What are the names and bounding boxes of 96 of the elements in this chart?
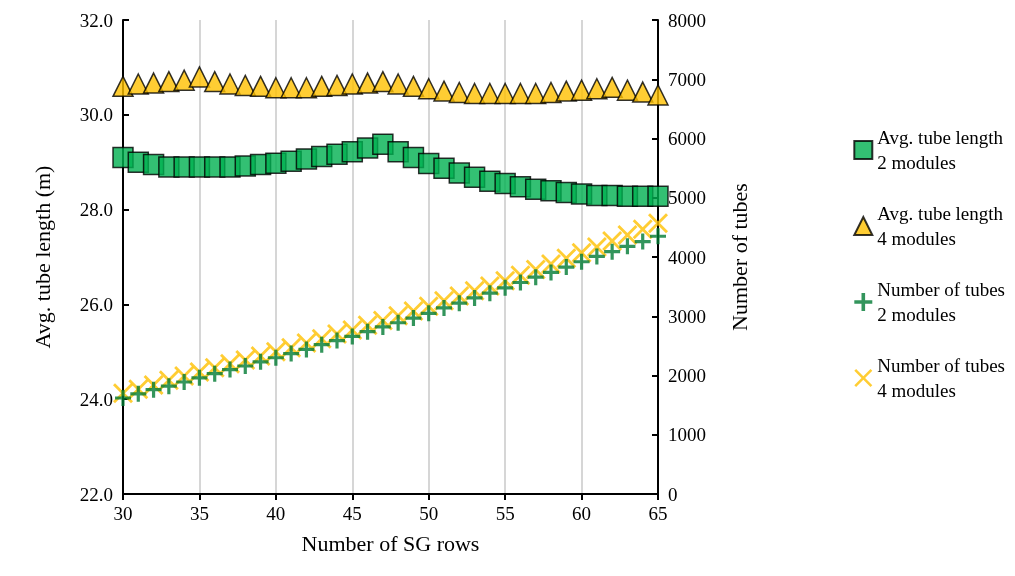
y-tick-label: 22.0 bbox=[79, 483, 113, 505]
point bbox=[145, 381, 162, 398]
legend-label: Avg. tube length 4 modules bbox=[877, 203, 1004, 249]
y2-tick-label: 8000 bbox=[668, 9, 706, 31]
point bbox=[647, 84, 669, 106]
x-tick-label: 35 bbox=[189, 503, 209, 524]
x-tick-label: 40 bbox=[266, 503, 286, 524]
x-tick-label: 50 bbox=[419, 503, 439, 524]
point bbox=[374, 318, 391, 335]
legend-label: Number of tubes 4 modules bbox=[877, 355, 1006, 401]
point bbox=[142, 72, 165, 94]
point bbox=[420, 305, 437, 322]
point bbox=[604, 243, 621, 260]
point bbox=[372, 70, 394, 93]
point bbox=[631, 81, 654, 103]
point bbox=[512, 274, 529, 291]
y2-tick-label: 5000 bbox=[668, 187, 706, 209]
point bbox=[570, 79, 593, 101]
x-tick-label: 60 bbox=[572, 503, 592, 524]
point bbox=[494, 82, 516, 105]
y-tick-label: 30.0 bbox=[79, 104, 113, 126]
y-axis-title: Avg. tube length (m) bbox=[29, 165, 55, 349]
y2-tick-label: 6000 bbox=[668, 128, 706, 149]
point bbox=[451, 295, 468, 312]
point bbox=[188, 66, 211, 88]
x-tick-label: 55 bbox=[495, 503, 515, 524]
point bbox=[527, 269, 544, 286]
y2-tick-label: 1000 bbox=[668, 424, 706, 446]
point bbox=[280, 77, 302, 99]
y2-tick-label: 0 bbox=[668, 483, 678, 505]
point bbox=[295, 77, 318, 99]
y2-tick-label: 3000 bbox=[668, 305, 706, 327]
y-tick-label: 26.0 bbox=[79, 293, 113, 315]
point bbox=[206, 365, 223, 382]
point bbox=[634, 233, 651, 250]
point bbox=[160, 378, 177, 395]
point bbox=[573, 253, 590, 270]
point bbox=[648, 213, 668, 234]
y2-tick-label: 2000 bbox=[668, 365, 706, 386]
point bbox=[433, 80, 455, 102]
point bbox=[647, 185, 669, 208]
point bbox=[267, 349, 284, 366]
y2-tick-label: 4000 bbox=[668, 246, 706, 268]
point bbox=[405, 310, 422, 327]
point bbox=[558, 259, 575, 276]
point bbox=[252, 353, 269, 370]
point bbox=[390, 314, 407, 331]
point bbox=[586, 236, 607, 257]
point bbox=[283, 345, 300, 362]
point bbox=[237, 358, 254, 375]
x-tick-label: 65 bbox=[648, 503, 668, 524]
point bbox=[173, 69, 195, 91]
point bbox=[112, 75, 134, 98]
point bbox=[524, 82, 547, 105]
point bbox=[543, 264, 559, 281]
point bbox=[329, 332, 345, 349]
point bbox=[588, 248, 605, 265]
point bbox=[481, 285, 498, 302]
point bbox=[632, 219, 653, 240]
point bbox=[387, 73, 409, 95]
point bbox=[219, 73, 241, 95]
point bbox=[466, 289, 483, 306]
legend-label: Number of tubes 2 modules bbox=[877, 279, 1006, 325]
point bbox=[602, 231, 623, 251]
point bbox=[127, 73, 150, 95]
point bbox=[298, 341, 315, 358]
point bbox=[359, 323, 376, 340]
point bbox=[344, 328, 361, 345]
point bbox=[115, 390, 131, 407]
point bbox=[571, 242, 592, 263]
y2-tick-label: 7000 bbox=[668, 68, 706, 90]
point bbox=[555, 80, 578, 102]
point bbox=[310, 75, 333, 98]
point bbox=[356, 72, 379, 94]
x-axis-title: Number of SG rows bbox=[301, 530, 480, 556]
point bbox=[650, 228, 666, 245]
y-tick-label: 32.0 bbox=[79, 9, 113, 31]
point bbox=[619, 238, 636, 255]
point bbox=[617, 225, 638, 246]
point bbox=[191, 369, 208, 386]
point bbox=[497, 279, 514, 296]
point bbox=[313, 336, 330, 353]
x-tick-label: 45 bbox=[342, 503, 362, 524]
point bbox=[203, 70, 226, 93]
x-tick-label: 30 bbox=[113, 503, 133, 524]
point bbox=[417, 77, 440, 100]
point bbox=[436, 299, 452, 316]
legend-label: Avg. tube length 2 modules bbox=[877, 127, 1004, 173]
y2-axis-title: Number of tubes bbox=[726, 183, 752, 331]
point bbox=[601, 76, 623, 99]
point bbox=[341, 73, 364, 95]
point bbox=[176, 374, 193, 391]
point bbox=[130, 385, 147, 402]
point bbox=[222, 361, 238, 378]
y-tick-label: 24.0 bbox=[79, 388, 113, 410]
y-tick-label: 28.0 bbox=[79, 199, 113, 221]
